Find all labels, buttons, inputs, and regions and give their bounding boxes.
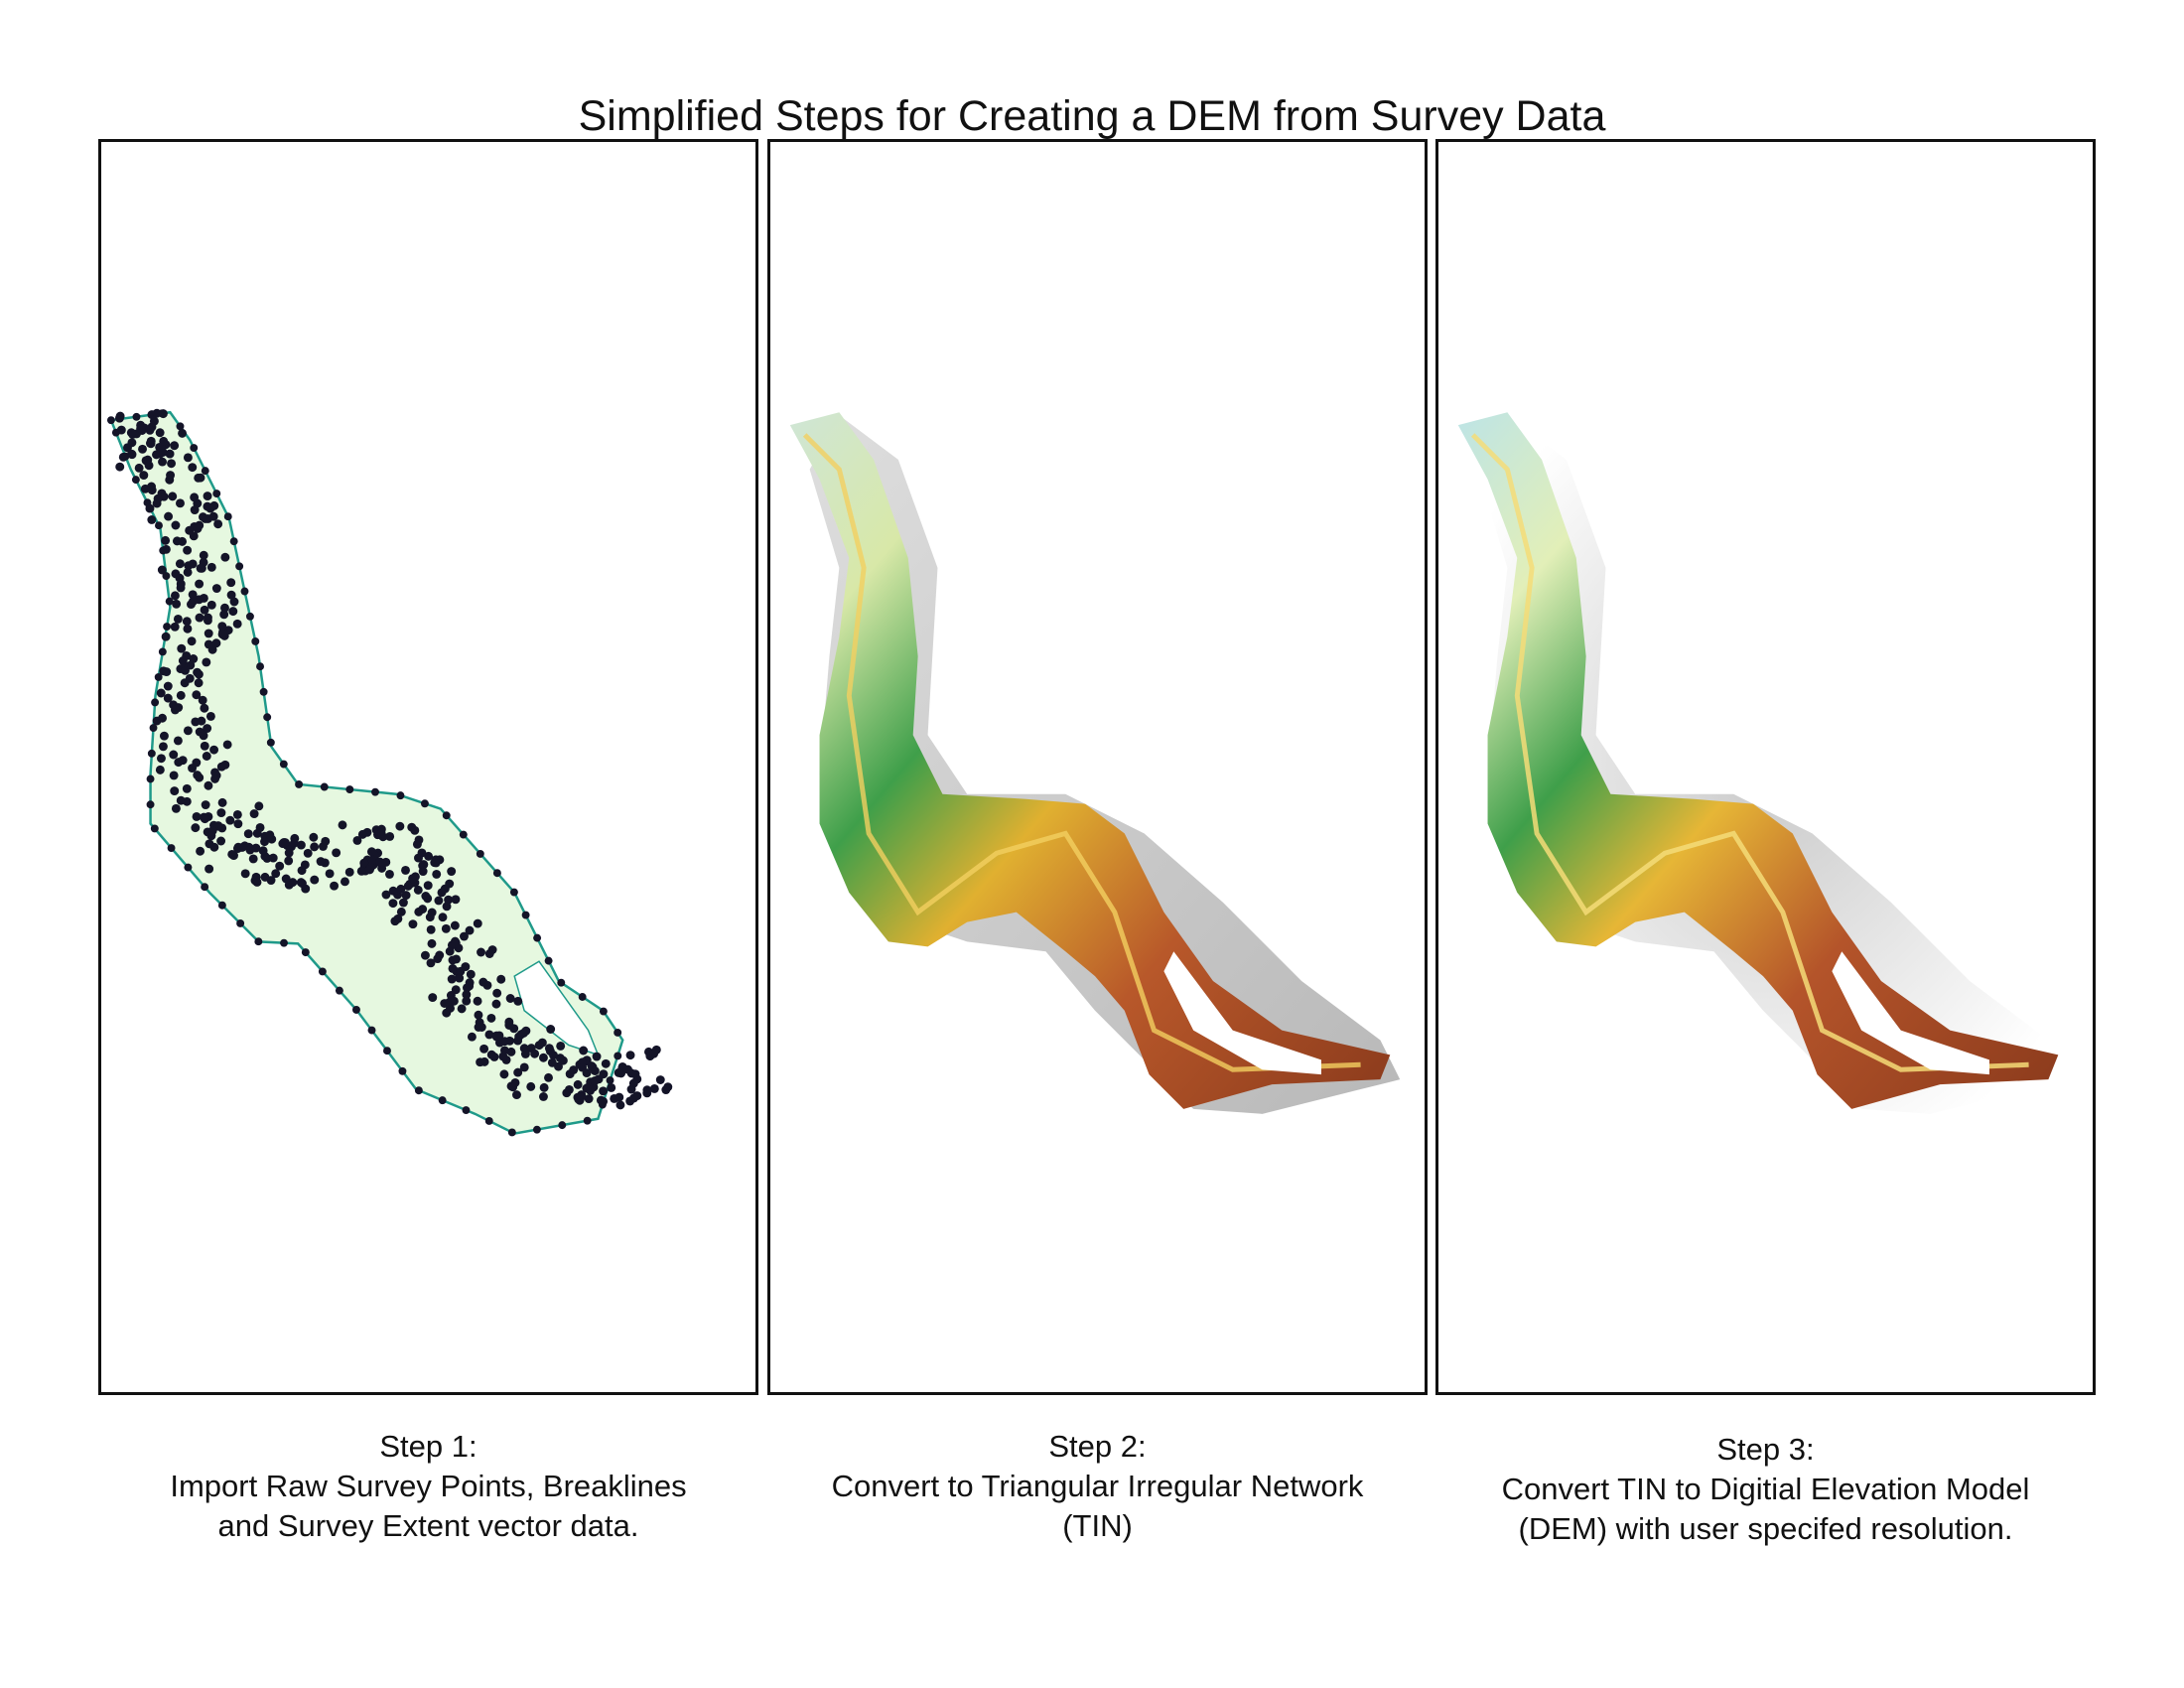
page-title: Simplified Steps for Creating a DEM from… (578, 92, 1606, 140)
dem-surface (1457, 412, 2059, 1109)
tin-surface (789, 412, 1391, 1109)
tin-map (789, 412, 1401, 1114)
step-2-caption: Step 2: Convert to Triangular Irregular … (767, 1427, 1428, 1546)
tin-channel (802, 433, 1361, 1072)
step-2-heading: Step 2: (1048, 1429, 1147, 1464)
step-3-panel (1435, 139, 2096, 1395)
tin-island (1163, 951, 1321, 1075)
tin-shadow (809, 415, 1401, 1114)
island-hole (513, 960, 600, 1056)
step-3-heading: Step 3: (1716, 1432, 1815, 1467)
step-2-panel (767, 139, 1428, 1395)
step-1-line-2: and Survey Extent vector data. (217, 1508, 639, 1543)
step-1-line-1: Import Raw Survey Points, Breaklines (170, 1469, 687, 1503)
dem-island (1832, 951, 1989, 1075)
dem-map (1457, 412, 2069, 1114)
survey-points-map (106, 408, 673, 1137)
step-1-caption: Step 1: Import Raw Survey Points, Breakl… (98, 1427, 758, 1546)
step-3-line-2: (DEM) with user specifed resolution. (1518, 1511, 2013, 1546)
step-3-caption: Step 3: Convert TIN to Digitial Elevatio… (1435, 1430, 2096, 1549)
dem-shadow (1477, 415, 2069, 1114)
step-3-line-1: Convert TIN to Digitial Elevation Model (1501, 1472, 2030, 1506)
step-2-line-2: (TIN) (1062, 1508, 1133, 1543)
step-2-line-1: Convert to Triangular Irregular Network (831, 1469, 1364, 1503)
survey-points-layer (106, 408, 673, 1137)
dem-channel (1470, 433, 2029, 1072)
step-1-panel (98, 139, 758, 1395)
step-1-heading: Step 1: (379, 1429, 478, 1464)
